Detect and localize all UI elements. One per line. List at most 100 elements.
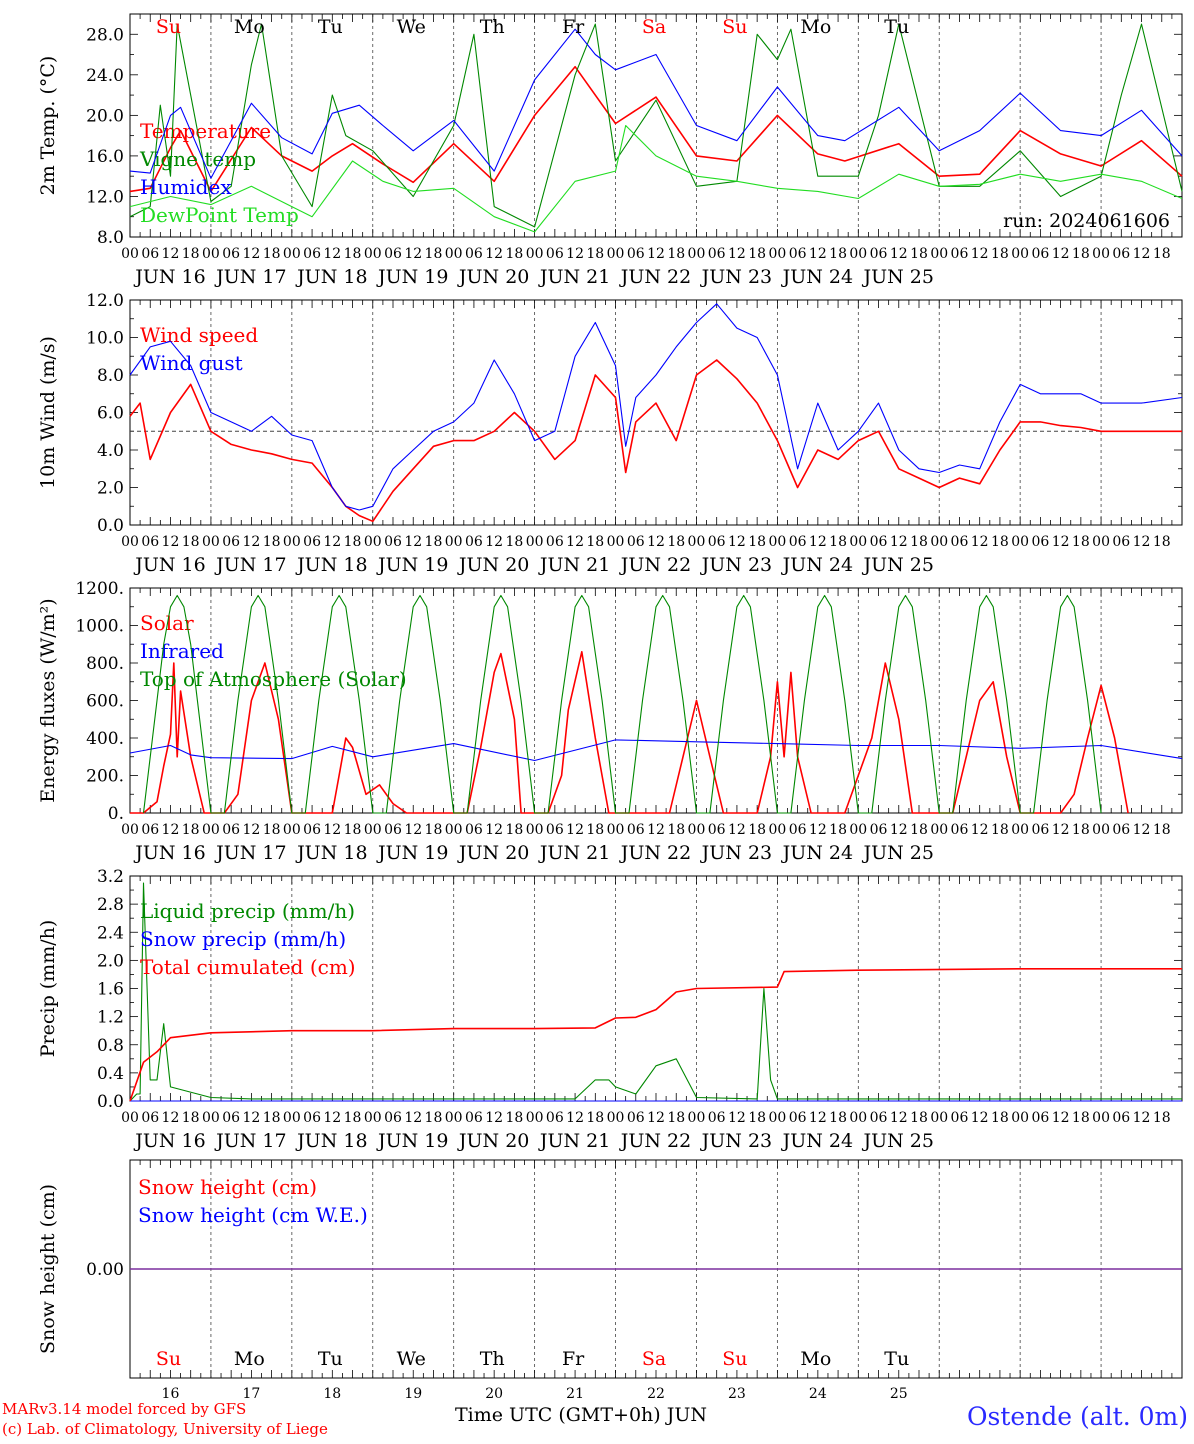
hour-label: 00 xyxy=(688,822,706,838)
day-abbr: Tu xyxy=(884,1348,909,1370)
y-tick-label: 10.0 xyxy=(86,329,124,349)
hour-label: 12 xyxy=(1133,822,1151,838)
hour-label: 06 xyxy=(303,1110,321,1126)
hour-label: 06 xyxy=(546,534,564,550)
y-tick-label: 20.0 xyxy=(86,106,124,126)
legend-entry: Total cumulated (cm) xyxy=(140,955,356,979)
y-tick-label: 8.0 xyxy=(97,366,124,386)
hour-label: 00 xyxy=(607,822,625,838)
hour-label: 06 xyxy=(789,246,807,262)
hour-label: 00 xyxy=(445,246,463,262)
hour-label: 06 xyxy=(141,246,159,262)
hour-label: 06 xyxy=(1031,534,1049,550)
date-label: JUN 20 xyxy=(457,554,529,576)
day-abbr: Sa xyxy=(642,1348,666,1370)
hour-label: 06 xyxy=(303,246,321,262)
hour-label: 12 xyxy=(728,822,746,838)
hour-label: 00 xyxy=(1011,534,1029,550)
y-tick-label: 16.0 xyxy=(86,147,124,167)
y-tick-label: 1.6 xyxy=(97,980,124,1000)
date-label: JUN 21 xyxy=(538,554,610,576)
date-label: JUN 23 xyxy=(700,842,772,864)
hour-label: 18 xyxy=(182,822,200,838)
date-label: JUN 18 xyxy=(295,842,367,864)
hour-label: 18 xyxy=(991,534,1009,550)
legend-entry: Infrared xyxy=(140,639,224,663)
date-label: JUN 18 xyxy=(295,266,367,288)
hour-label: 12 xyxy=(1052,534,1070,550)
date-label: JUN 18 xyxy=(295,1130,367,1152)
date-label: JUN 23 xyxy=(700,554,772,576)
date-label: JUN 21 xyxy=(538,266,610,288)
legend-entry: Wind gust xyxy=(140,351,243,375)
hour-label: 00 xyxy=(202,246,220,262)
date-label: JUN 24 xyxy=(781,266,853,288)
hour-label: 12 xyxy=(162,246,180,262)
date-label: JUN 17 xyxy=(214,554,286,576)
y-tick-label: 2.8 xyxy=(97,895,124,915)
day-number: 18 xyxy=(323,1386,341,1402)
hour-label: 06 xyxy=(222,822,240,838)
day-abbr: Th xyxy=(480,16,505,38)
date-label: JUN 19 xyxy=(376,266,448,288)
hour-label: 12 xyxy=(1133,534,1151,550)
hour-label: 00 xyxy=(445,822,463,838)
hour-label: 06 xyxy=(1112,534,1130,550)
hour-label: 18 xyxy=(748,822,766,838)
y-tick-label: 2.0 xyxy=(97,951,124,971)
date-label: JUN 22 xyxy=(619,1130,691,1152)
hour-label: 12 xyxy=(323,1110,341,1126)
y-tick-label: 12.0 xyxy=(86,187,124,207)
day-number: 24 xyxy=(809,1386,827,1402)
hour-label: 12 xyxy=(647,1110,665,1126)
date-label: JUN 25 xyxy=(862,1130,934,1152)
date-label: JUN 21 xyxy=(538,1130,610,1152)
hour-label: 12 xyxy=(971,534,989,550)
day-abbr: Mo xyxy=(234,1348,265,1370)
hour-label: 12 xyxy=(242,534,260,550)
hour-label: 18 xyxy=(1072,822,1090,838)
hour-label: 06 xyxy=(870,1110,888,1126)
legend-entry: Top of Atmosphere (Solar) xyxy=(140,667,407,691)
hour-label: 06 xyxy=(303,534,321,550)
hour-label: 06 xyxy=(708,1110,726,1126)
hour-label: 18 xyxy=(505,534,523,550)
hour-label: 18 xyxy=(425,822,443,838)
date-label: JUN 20 xyxy=(457,842,529,864)
hour-label: 12 xyxy=(404,534,422,550)
hour-label: 06 xyxy=(708,534,726,550)
y-tick-label: 24.0 xyxy=(86,66,124,86)
hour-label: 00 xyxy=(768,246,786,262)
hour-label: 06 xyxy=(141,534,159,550)
hour-label: 12 xyxy=(890,534,908,550)
hour-label: 18 xyxy=(344,246,362,262)
date-label: JUN 19 xyxy=(376,842,448,864)
hour-label: 18 xyxy=(586,246,604,262)
date-label: JUN 22 xyxy=(619,842,691,864)
legend-entry: Wind speed xyxy=(140,323,258,347)
date-label: JUN 19 xyxy=(376,554,448,576)
y-tick-label: 2.0 xyxy=(97,479,124,499)
day-number: 17 xyxy=(242,1386,260,1402)
hour-label: 00 xyxy=(364,822,382,838)
hour-label: 06 xyxy=(1112,1110,1130,1126)
series-line xyxy=(129,739,1183,762)
date-label: JUN 16 xyxy=(133,266,205,288)
hour-label: 00 xyxy=(768,822,786,838)
hour-label: 00 xyxy=(364,246,382,262)
day-number: 20 xyxy=(485,1386,503,1402)
hour-label: 18 xyxy=(425,534,443,550)
hour-label: 00 xyxy=(526,246,544,262)
y-tick-label: 0. xyxy=(108,804,124,824)
day-abbr: Fr xyxy=(562,16,585,38)
day-abbr: We xyxy=(397,16,426,38)
time-axis-title: Time UTC (GMT+0h) xyxy=(455,1404,661,1426)
y-tick-label: 400. xyxy=(86,729,124,749)
hour-label: 06 xyxy=(384,1110,402,1126)
hour-label: 06 xyxy=(870,534,888,550)
hour-label: 12 xyxy=(728,1110,746,1126)
hour-label: 06 xyxy=(789,534,807,550)
hour-label: 06 xyxy=(870,246,888,262)
hour-label: 00 xyxy=(445,1110,463,1126)
hour-label: 12 xyxy=(647,822,665,838)
